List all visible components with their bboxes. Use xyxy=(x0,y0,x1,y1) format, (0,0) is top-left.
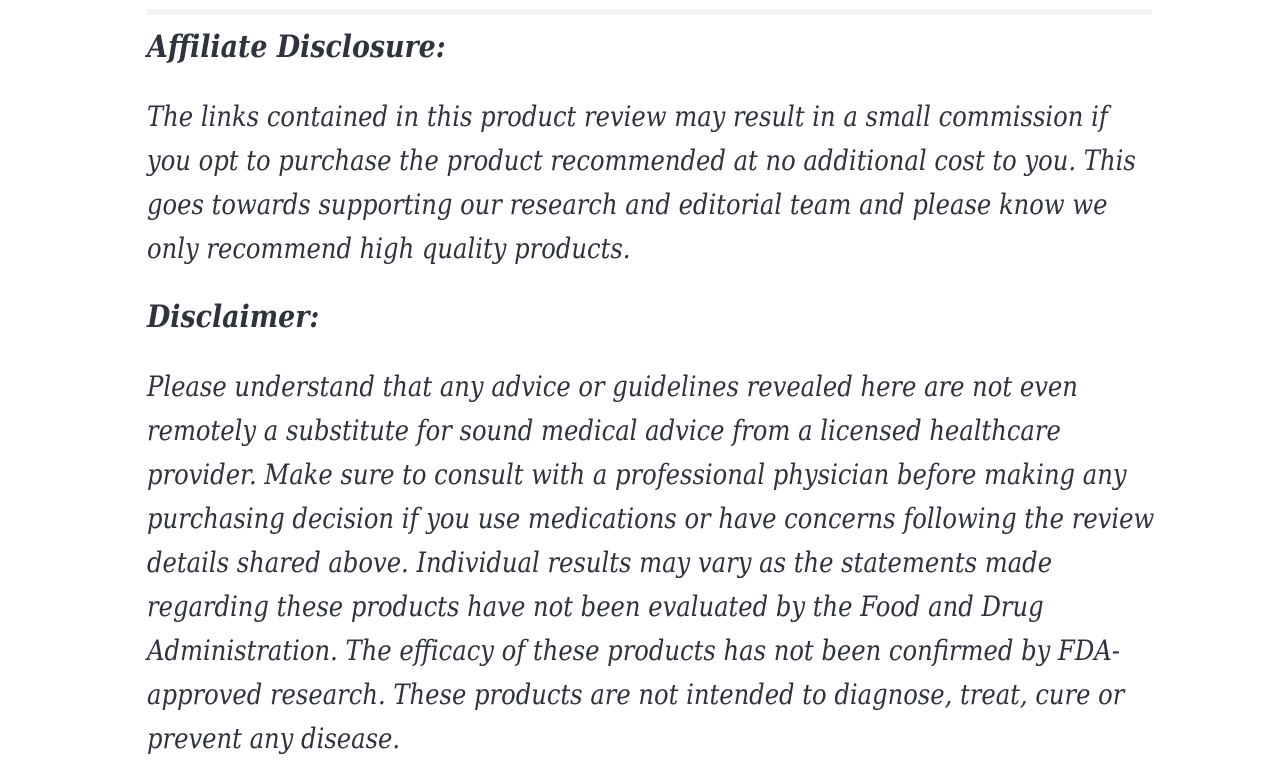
text-line: prevent any disease. xyxy=(147,722,401,755)
text-line: The links contained in this product revi… xyxy=(147,100,1108,133)
text-line: remotely a substitute for sound medical … xyxy=(147,414,1061,447)
affiliate-disclosure-paragraph: The links contained in this product revi… xyxy=(147,95,1152,271)
disclaimer-heading: Disclaimer: xyxy=(147,299,320,335)
text-line: only recommend high quality products. xyxy=(147,232,631,265)
top-divider xyxy=(147,9,1152,15)
article-content: Affiliate Disclosure: The links containe… xyxy=(147,0,1155,763)
text-line: goes towards supporting our research and… xyxy=(147,188,1108,221)
text-line: approved research. These products are no… xyxy=(147,678,1125,711)
affiliate-disclosure-heading: Affiliate Disclosure: xyxy=(147,29,446,65)
text-line: details shared above. Individual results… xyxy=(147,546,1053,579)
text-line: purchasing decision if you use medicatio… xyxy=(147,502,1155,535)
text-line: Please understand that any advice or gui… xyxy=(147,370,1078,403)
disclaimer-paragraph: Please understand that any advice or gui… xyxy=(147,365,1155,761)
text-line: Administration. The efficacy of these pr… xyxy=(147,634,1120,667)
text-line: provider. Make sure to consult with a pr… xyxy=(147,458,1127,491)
text-line: you opt to purchase the product recommen… xyxy=(147,144,1136,177)
text-line: regarding these products have not been e… xyxy=(147,590,1044,623)
